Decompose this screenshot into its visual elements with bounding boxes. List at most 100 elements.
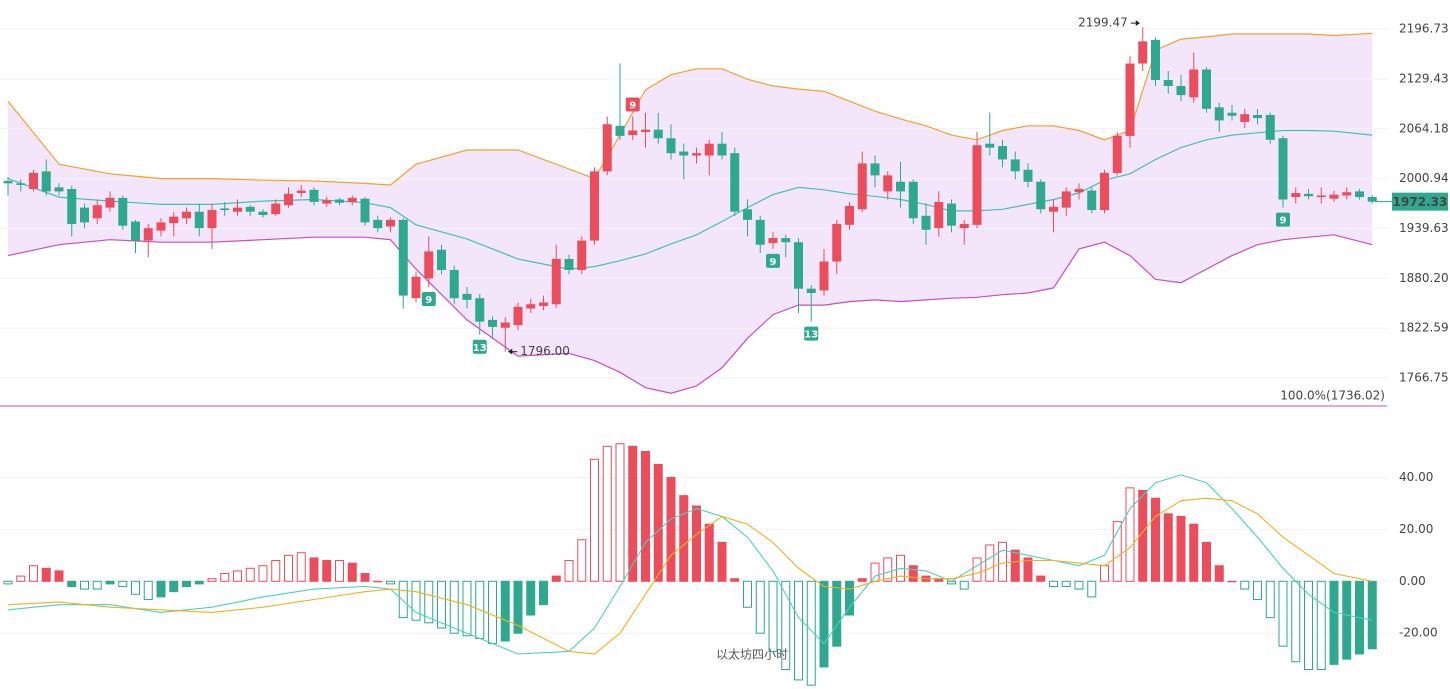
signal-label: 9	[629, 101, 636, 112]
y-tick-label: 2196.73	[1399, 22, 1449, 36]
signal-label: 9	[425, 295, 432, 306]
candle-body	[1355, 191, 1364, 198]
candle-body	[169, 216, 179, 224]
candle-body	[1010, 159, 1020, 172]
candle-body	[1253, 115, 1262, 119]
macd-bar	[1036, 575, 1046, 582]
candle-body	[500, 322, 510, 328]
macd-bar	[704, 523, 714, 582]
candle-body	[577, 240, 587, 270]
y-tick-label: 1880.20	[1399, 271, 1449, 285]
macd-bar	[373, 580, 383, 583]
candle-body	[819, 261, 829, 291]
candle-body	[296, 190, 306, 194]
macd-bar	[692, 505, 701, 582]
candle-body	[437, 249, 446, 270]
base-line-label: 100.0%(1736.02)	[1280, 389, 1385, 403]
watermark: 以太坊四小时	[716, 647, 788, 662]
macd-bar	[1049, 580, 1058, 587]
candle-body	[564, 258, 574, 270]
candle-body	[896, 181, 905, 192]
macd-bar	[615, 443, 625, 582]
candle-body	[1176, 86, 1186, 96]
candle-body	[1023, 169, 1033, 182]
macd-bar	[857, 578, 867, 582]
signal-box	[625, 97, 640, 112]
candle-body	[1125, 63, 1135, 136]
signal-marker: 9	[421, 291, 436, 306]
macd-bar	[1253, 580, 1262, 600]
candle-body	[194, 211, 204, 229]
signal-marker: 9	[625, 97, 640, 112]
candle-body	[67, 188, 77, 225]
candle-body	[998, 146, 1007, 160]
candle-body	[1265, 115, 1275, 140]
candle-body	[143, 228, 153, 241]
candle-body	[284, 193, 293, 206]
macd-bar	[794, 580, 803, 681]
y-tick-label: -20.00	[1399, 626, 1438, 640]
candle-body	[628, 130, 638, 136]
macd-bar	[156, 580, 166, 598]
candle-body	[717, 143, 727, 156]
macd-bar	[386, 580, 395, 585]
candle-body	[972, 145, 982, 225]
y-tick-label: 1766.75	[1399, 370, 1449, 384]
candle-body	[1061, 191, 1071, 208]
candle-body	[653, 129, 663, 139]
candle-body	[1049, 206, 1058, 212]
macd-bar	[819, 580, 829, 668]
candle-body	[1291, 193, 1301, 198]
macd-bar	[462, 580, 472, 637]
signal-box	[472, 339, 487, 354]
macd-bar	[755, 580, 765, 634]
macd-bar	[335, 560, 344, 582]
candle-body	[1112, 135, 1122, 173]
candle-body	[92, 205, 102, 219]
macd-bar	[1291, 580, 1301, 663]
candle-body	[347, 197, 357, 202]
signal-marker: 13	[804, 326, 819, 341]
macd-bar	[628, 445, 638, 582]
candle-body	[845, 206, 854, 225]
signal-box	[421, 291, 436, 306]
macd-bar	[67, 580, 77, 587]
macd-bar	[1342, 580, 1352, 660]
macd-bar	[985, 544, 995, 582]
macd-bar	[1138, 489, 1148, 582]
macd-bar	[143, 580, 153, 600]
macd-bar	[411, 580, 421, 621]
candle-body	[704, 143, 714, 156]
candle-body	[16, 183, 26, 185]
candle-body	[488, 319, 497, 327]
y-tick-label: 2064.18	[1399, 121, 1449, 135]
macd-bar	[602, 445, 612, 582]
annotation-arrowhead	[1135, 20, 1140, 27]
candle-body	[794, 242, 803, 289]
macd-bar	[194, 580, 204, 585]
macd-bar	[666, 476, 676, 582]
signal-label: 9	[770, 257, 777, 268]
signal-label: 13	[804, 330, 818, 341]
candle-body	[908, 181, 918, 219]
macd-bar	[1125, 487, 1135, 582]
macd-bar	[1240, 580, 1250, 590]
macd-bar	[118, 580, 128, 587]
macd-bar	[781, 580, 791, 671]
macd-bar	[1176, 515, 1186, 582]
candle-body	[54, 187, 64, 192]
macd-bar	[258, 565, 268, 582]
macd-bar	[245, 567, 255, 582]
band-fill	[8, 33, 1373, 394]
macd-bar	[29, 565, 38, 582]
macd-bar	[577, 539, 587, 582]
signal-label: 9	[1280, 216, 1287, 227]
macd-bar	[679, 495, 689, 582]
candle-body	[870, 163, 880, 176]
macd-bar	[730, 578, 740, 582]
candle-body	[743, 209, 752, 220]
candle-body	[29, 172, 38, 189]
candle-body	[1138, 41, 1148, 64]
candle-body	[182, 211, 191, 219]
